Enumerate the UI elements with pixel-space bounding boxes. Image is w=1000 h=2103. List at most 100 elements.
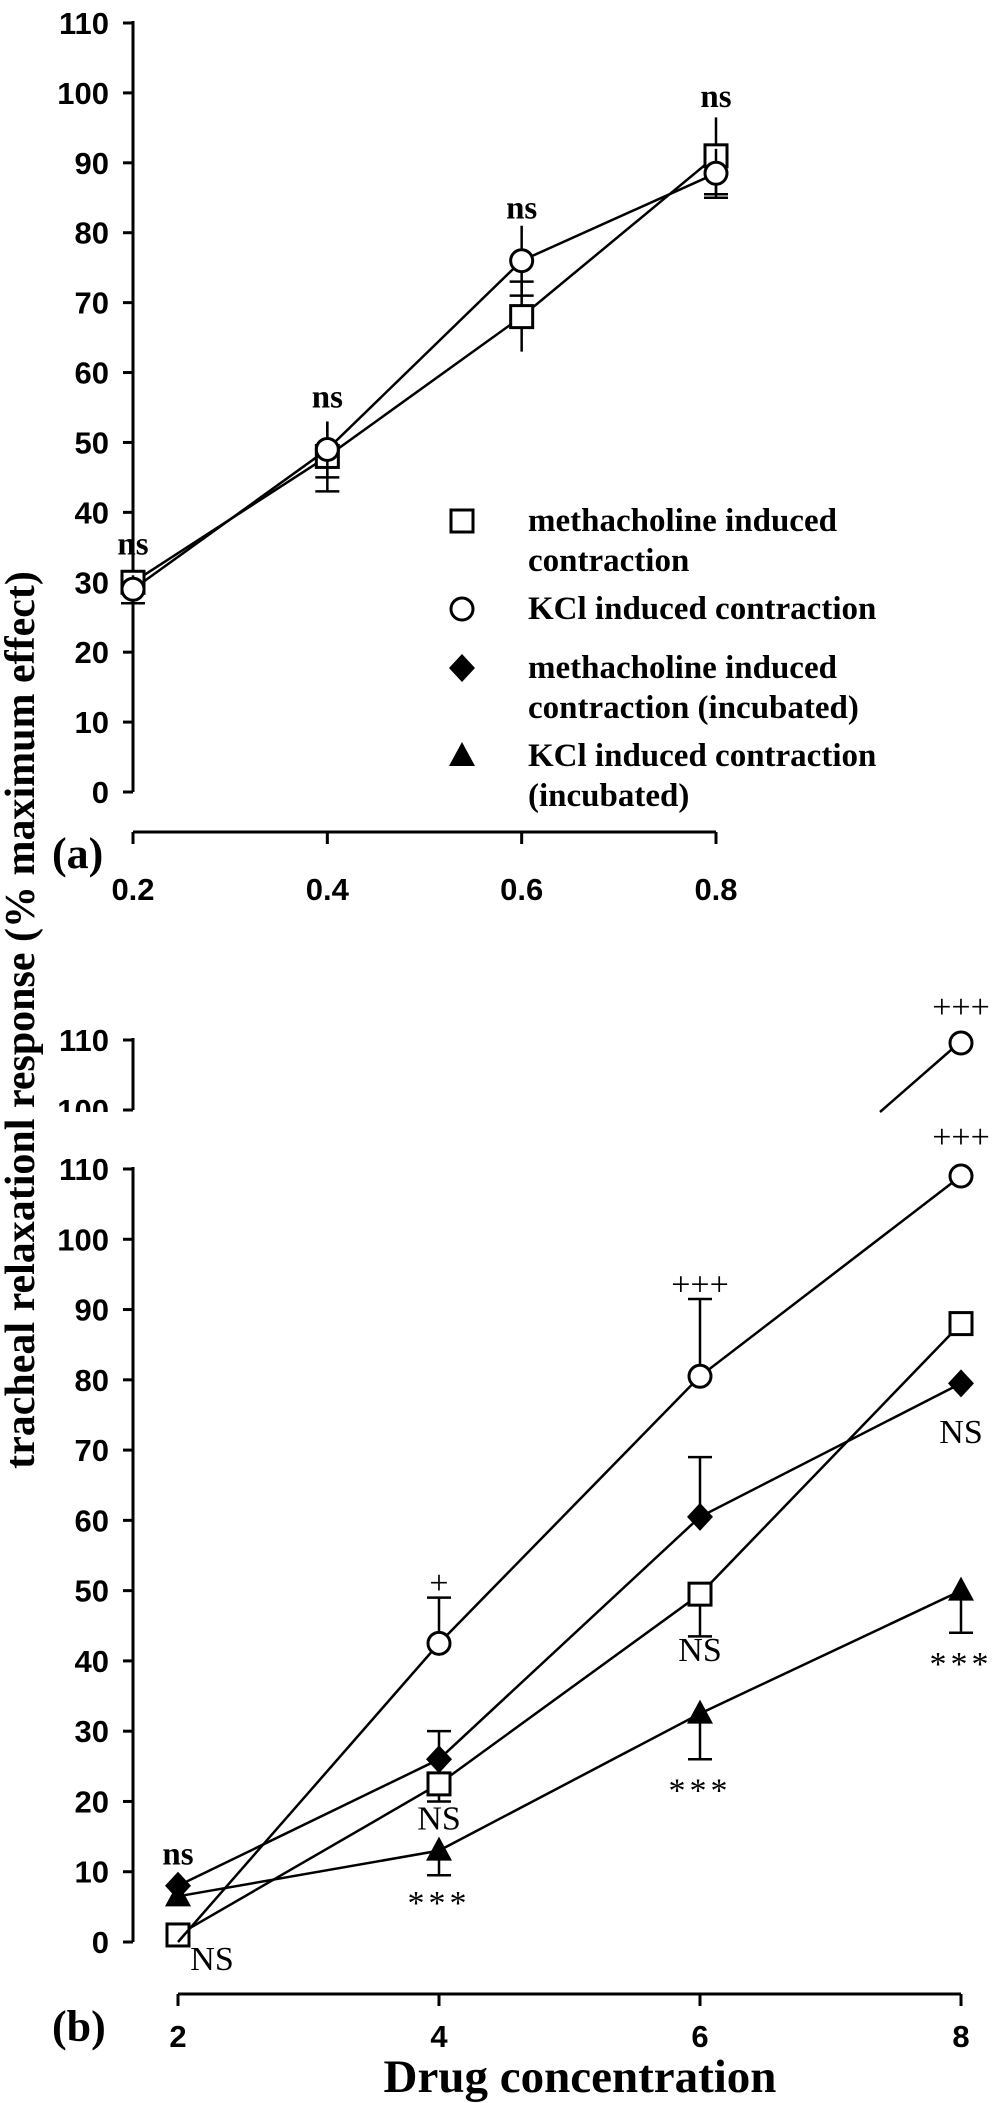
panel-b-line-triangle — [177, 1589, 962, 1898]
panel-a-annotation: ns — [700, 79, 731, 115]
panel-a-annotation: ns — [506, 191, 537, 227]
panel-a-y-tick-label: 70 — [75, 286, 109, 321]
legend-item-kcl_inc: KCl induced contraction (incubated) — [449, 738, 876, 814]
panel-b-y-tick-label: 20 — [75, 1784, 109, 1819]
inset-annotation: +++ — [932, 989, 990, 1026]
panel-b-point-diamond — [426, 1745, 452, 1774]
panel-b-point-circle — [687, 1363, 713, 1389]
legend-label: (incubated) — [528, 778, 689, 814]
legend-marker-diamond — [449, 654, 475, 682]
panel-a-point-circle — [314, 436, 340, 462]
panel-b-annotation: *** — [669, 1772, 732, 1809]
legend-label: contraction — [528, 543, 689, 579]
legend-label: KCl induced contraction — [528, 591, 876, 627]
panel-a-label: (a) — [52, 829, 103, 878]
legend-marker-triangle — [449, 742, 475, 766]
panel-b-annotation: +++ — [932, 1119, 990, 1156]
panel-b-point-square — [687, 1581, 713, 1607]
panel-b-y-tick-label: 30 — [75, 1714, 109, 1749]
panel-b-annotation: NS — [190, 1941, 233, 1978]
panel-a-annotation: ns — [312, 380, 343, 416]
panel-a-y-tick-label: 50 — [75, 425, 109, 460]
panel-b-y-tick-label: 0 — [92, 1925, 109, 1960]
panel-b-point-circle — [948, 1163, 974, 1189]
panel-b-point-triangle — [948, 1576, 974, 1601]
panel-a-y-tick-label: 30 — [75, 565, 109, 600]
panel-a-y-tick-label: 110 — [59, 6, 109, 41]
panel-b-y-tick-label: 60 — [75, 1503, 109, 1538]
panel-b-x-tick-label: 2 — [169, 2019, 186, 2054]
panel-a-y-tick-label: 90 — [75, 146, 109, 181]
panel-a-point-circle — [703, 160, 729, 186]
panel-b-x-tick-label: 8 — [952, 2019, 969, 2054]
panel-b-plot: 0 10 20 30 40 50 60 70 80 90 100 110 2 4 6 8 ns NS + NS *** +… — [0, 989, 993, 2054]
panel-b-series-triangle — [165, 1576, 974, 1907]
panel-b-point-square — [426, 1771, 452, 1797]
inset-break-mask — [0, 1112, 300, 1142]
panel-b-point-circle — [426, 1630, 452, 1656]
panel-b-series-diamond — [165, 1369, 974, 1900]
panel-a-y-tick-label: 80 — [75, 216, 109, 251]
panel-b-y-tick-label: 10 — [75, 1855, 109, 1890]
panel-a-x-tick-label: 0.4 — [306, 872, 350, 907]
panel-b-y-tick-label: 110 — [59, 1152, 109, 1187]
panel-b-point-triangle — [426, 1836, 452, 1861]
panel-a-point-circle — [120, 576, 146, 602]
panel-b-y-tick-label: 90 — [75, 1293, 109, 1328]
panel-b-series-square — [165, 1311, 974, 1948]
panel-b-point-triangle — [165, 1882, 191, 1907]
panel-b-x-tick-label: 4 — [430, 2019, 448, 2054]
panel-a-x-tick-label: 0.6 — [500, 872, 543, 907]
panel-b-line-square — [177, 1322, 962, 1937]
legend-item-kcl: KCl induced contraction — [449, 591, 876, 627]
panel-a-y-tick-label: 20 — [75, 635, 109, 670]
panel-b-point-triangle — [687, 1699, 713, 1724]
panel-b-annotation: NS — [939, 1414, 982, 1451]
panel-b-y-tick-label: 100 — [57, 1222, 109, 1257]
panel-b-annotation: *** — [408, 1885, 471, 1922]
panel-b-point-square — [948, 1311, 974, 1337]
y-axis-title: tracheal relaxationl response (% maximum… — [0, 571, 44, 1469]
inset-point-circle — [948, 1030, 974, 1056]
panel-a-annotation: ns — [117, 526, 148, 562]
panel-b-x-tick-label: 6 — [691, 2019, 708, 2054]
legend-marker-circle — [449, 596, 475, 622]
panel-a-y-tick-label: 60 — [75, 356, 109, 391]
panel-b-point-diamond — [948, 1369, 974, 1398]
panel-b-annotation: NS — [417, 1801, 460, 1838]
legend-label: methacholine induced — [528, 650, 837, 686]
panel-a-plot: 0 10 20 30 40 50 60 70 80 90 100 110 0.2 0.4 0.6 0.8 ns n… — [57, 6, 737, 907]
panel-a-series-circle — [120, 148, 729, 605]
panel-b-y-tick-label: 80 — [75, 1363, 109, 1398]
inset-line — [879, 1049, 952, 1113]
inset-y-tick-label: 110 — [59, 1023, 109, 1058]
panel-b-y-tick-label: 50 — [75, 1574, 109, 1609]
panel-b-y-tick-label: 70 — [75, 1433, 109, 1468]
panel-a-point-circle — [509, 248, 535, 274]
panel-b-y-tick-label: 40 — [75, 1644, 109, 1679]
x-axis-title: Drug concentration — [384, 2051, 777, 2103]
panel-a-x-tick-label: 0.2 — [111, 872, 154, 907]
panel-b-line-diamond — [177, 1382, 962, 1887]
panel-b-series-circle — [177, 1163, 974, 1943]
legend-marker-square — [449, 508, 475, 534]
legend-label: methacholine induced — [528, 503, 837, 539]
panel-a-line-circle — [132, 172, 717, 591]
panel-b-annotation: *** — [930, 1646, 993, 1683]
panel-a-x-tick-label: 0.8 — [694, 872, 737, 907]
panel-b-label: (b) — [52, 2002, 106, 2051]
panel-b-point-square — [165, 1922, 191, 1948]
panel-a-y-tick-label: 0 — [92, 775, 109, 810]
legend: methacholine induced contraction KCl induc… — [449, 503, 876, 814]
panel-a-y-tick-label: 100 — [57, 76, 109, 111]
panel-b-annotation: +++ — [671, 1266, 729, 1303]
legend-label: contraction (incubated) — [528, 690, 859, 726]
panel-b-point-diamond — [687, 1502, 713, 1531]
panel-b-annotation: NS — [678, 1632, 721, 1669]
legend-item-meth_inc: methacholine induced contraction (incubat… — [449, 650, 859, 726]
legend-item-meth: methacholine induced contraction — [449, 503, 837, 579]
legend-label: KCl induced contraction — [528, 738, 876, 774]
panel-b-annotation: ns — [162, 1837, 193, 1873]
